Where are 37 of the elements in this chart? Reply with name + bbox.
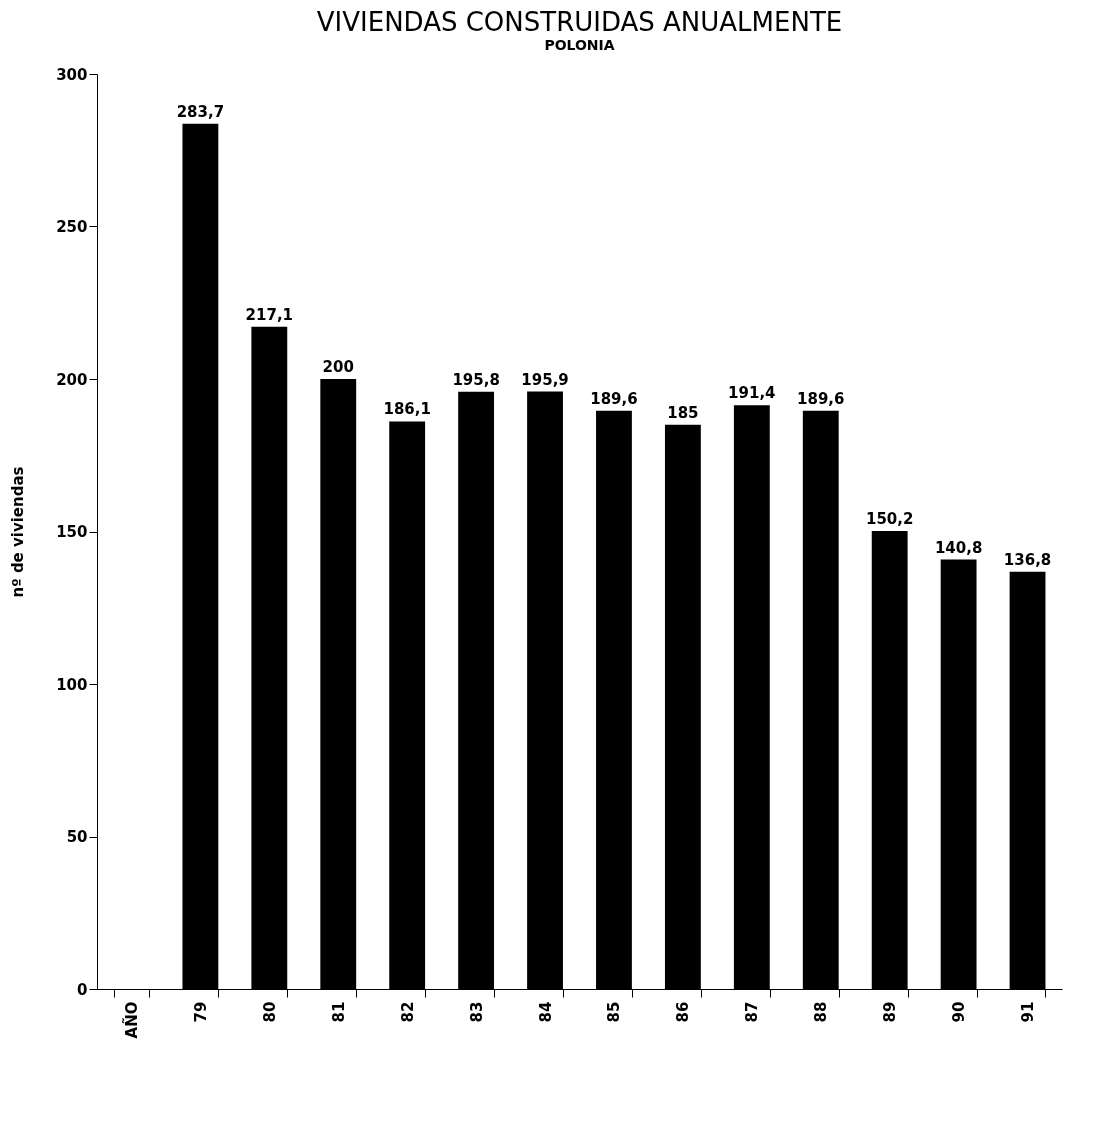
y-tick-label: 50: [66, 828, 88, 846]
x-tick-label: 84: [536, 1001, 555, 1023]
data-label: 195,8: [452, 370, 500, 389]
y-tick-label: 150: [56, 523, 88, 541]
chart-title: VIVIENDAS CONSTRUIDAS ANUALMENTE: [316, 7, 843, 37]
y-tick-label: 300: [56, 65, 88, 84]
x-tick-label: 89: [881, 1001, 900, 1023]
y-tick-label: 200: [56, 370, 88, 389]
data-label: 191,4: [728, 384, 776, 403]
x-tick-label: 91: [1019, 1001, 1038, 1023]
y-tick-label: 0: [77, 980, 88, 999]
data-label: 185: [667, 403, 699, 422]
data-label: 195,9: [521, 370, 569, 389]
x-tick-label: 83: [467, 1001, 486, 1023]
chart-subtitle: POLONIA: [544, 37, 615, 53]
y-tick-label: 100: [56, 675, 88, 694]
x-tick-label: 82: [398, 1001, 417, 1023]
data-label: 283,7: [176, 102, 225, 121]
x-tick-label: 87: [743, 1001, 762, 1023]
x-tick-label: 81: [329, 1001, 348, 1023]
x-tick-label: 79: [191, 1001, 210, 1023]
data-label: 217,1: [245, 305, 294, 324]
x-tick-label: 85: [605, 1001, 624, 1023]
data-label: 140,8: [934, 538, 983, 557]
data-label: 186,1: [383, 400, 431, 419]
x-tick-label: 88: [812, 1001, 831, 1023]
data-label: 150,2: [865, 509, 914, 528]
data-label: 189,6: [590, 389, 638, 408]
y-tick-label: 250: [56, 218, 88, 236]
data-label: 189,6: [797, 389, 845, 408]
data-label: 136,8: [1003, 550, 1052, 569]
data-label: 200: [322, 358, 354, 376]
y-axis-title: nº de viviendas: [9, 466, 28, 598]
x-tick-label: 86: [674, 1001, 693, 1023]
x-tick-label: 90: [950, 1001, 969, 1023]
x-tick-label: AÑO: [121, 1001, 141, 1039]
x-tick-label: 80: [260, 1001, 279, 1023]
